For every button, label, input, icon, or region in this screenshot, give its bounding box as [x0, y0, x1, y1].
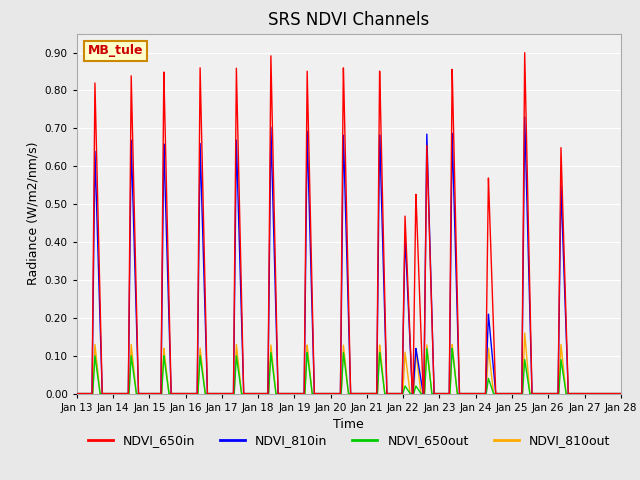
Title: SRS NDVI Channels: SRS NDVI Channels [268, 11, 429, 29]
Legend: NDVI_650in, NDVI_810in, NDVI_650out, NDVI_810out: NDVI_650in, NDVI_810in, NDVI_650out, NDV… [83, 429, 615, 452]
X-axis label: Time: Time [333, 418, 364, 431]
Text: MB_tule: MB_tule [88, 44, 143, 58]
Y-axis label: Radiance (W/m2/nm/s): Radiance (W/m2/nm/s) [26, 142, 39, 285]
